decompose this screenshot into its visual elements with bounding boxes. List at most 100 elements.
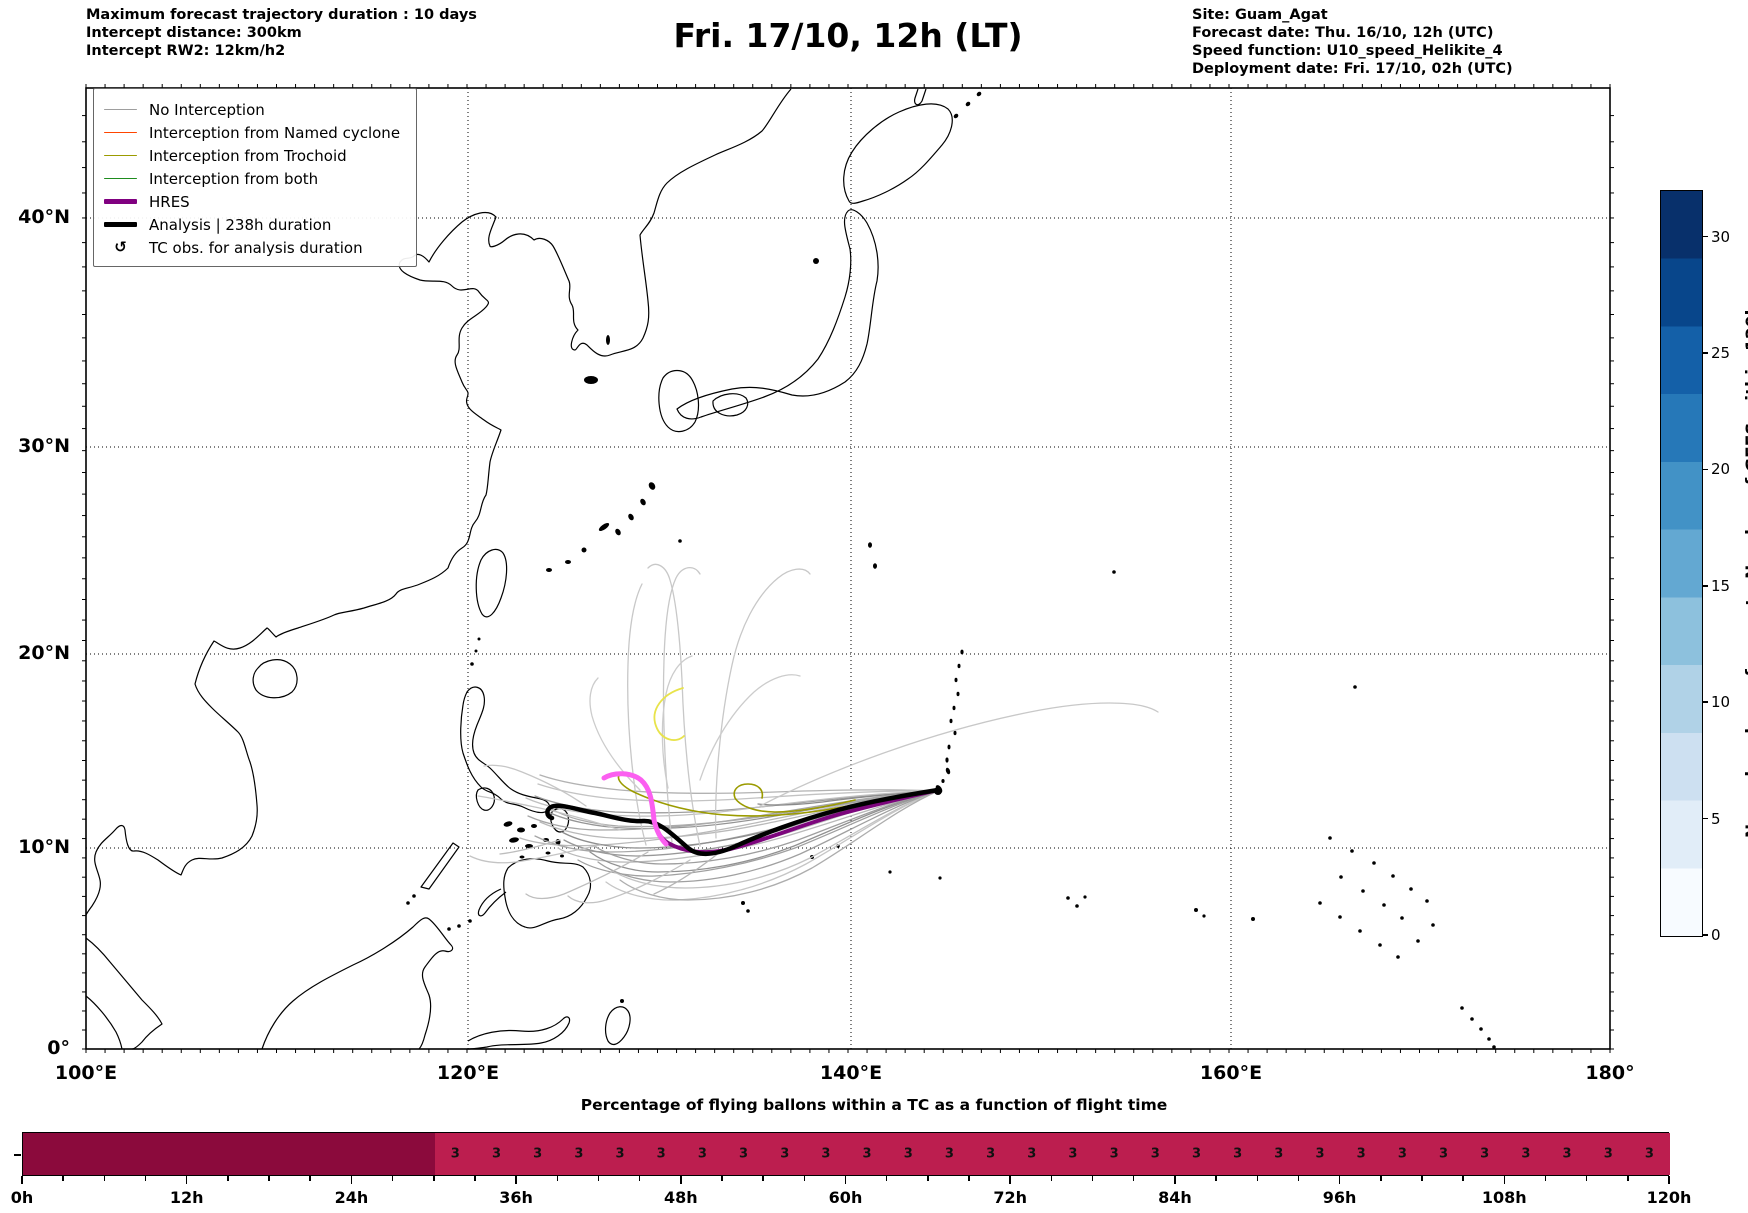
bar-axis-tick-label: 0h [10, 1188, 34, 1207]
colorbar-tick-label: 15 [1711, 576, 1731, 595]
bar-bin-value: 3 [903, 1146, 913, 1162]
bar-axis-tick [433, 1176, 435, 1181]
bar-bin-value: 3 [1562, 1146, 1572, 1162]
legend-line [104, 131, 137, 134]
legend-line-sample [104, 154, 137, 157]
colorbar-tick-label: 30 [1711, 227, 1731, 246]
bar-bin-value: 3 [574, 1146, 584, 1162]
bar-axis-tick [1050, 1176, 1053, 1181]
bar-axis-tick [1585, 1176, 1588, 1181]
bottom-bar-ytick [14, 1154, 21, 1156]
launch-origin-marker [934, 787, 942, 795]
bar-axis-tick [1380, 1176, 1382, 1181]
legend-line-sample [104, 177, 137, 180]
map-xtick-label: 100°E [54, 1062, 118, 1084]
trajectory [597, 790, 939, 883]
bottom-chart-title: Percentage of flying ballons within a TC… [580, 1096, 1168, 1114]
bar-bin-value: 3 [615, 1146, 625, 1162]
bar-axis-tick [1174, 1176, 1176, 1184]
bar-bin-value: 3 [986, 1146, 996, 1162]
bar-axis-tick-label: 24h [334, 1188, 369, 1207]
trajectory [539, 774, 939, 794]
bar-bin-value: 3 [1027, 1146, 1037, 1162]
bar-axis-tick [391, 1176, 394, 1181]
colorbar-tick-label: 10 [1711, 693, 1731, 712]
bar-axis-tick [1132, 1176, 1135, 1181]
trajectory [653, 851, 721, 895]
bar-axis-tick [1338, 1176, 1341, 1184]
colorbar-tick-label: 5 [1711, 809, 1721, 828]
colorbar-tick [1702, 817, 1708, 820]
legend-item: HRES [104, 190, 406, 213]
bar-axis-tick [21, 1176, 23, 1184]
bar-axis-tick [1009, 1176, 1011, 1184]
trajectory [601, 771, 669, 847]
bar-axis-tick [227, 1176, 229, 1181]
bar-axis-tick-label: 48h [663, 1188, 698, 1207]
trajectory [593, 790, 939, 865]
bar-bin-value: 3 [1603, 1146, 1613, 1162]
trajectory [567, 859, 691, 904]
bottom-bar: 3 3 3 3 3 3 3 3 3 3 3 3 3 3 3 3 3 3 3 3 3 3 3 3 3 3 3 3 3 3 [22, 1132, 1670, 1176]
trajectory [619, 790, 939, 901]
bar-bin-value: 3 [1439, 1146, 1449, 1162]
map-ytick-label: 10°N [18, 836, 70, 858]
bar-bin-value: 3 [1109, 1146, 1119, 1162]
bar-axis-tick-label: 120h [1646, 1188, 1692, 1207]
colorbar-tick-label: 20 [1711, 460, 1731, 479]
map-xtick-label: 140°E [819, 1062, 883, 1084]
bar-axis-tick [721, 1176, 723, 1181]
tc-obs-glyph: ↺ [114, 238, 127, 256]
map-xtick-label: 180° [1585, 1062, 1635, 1084]
legend-line [104, 177, 137, 180]
map-xtick-label: 160°E [1199, 1062, 1263, 1084]
bar-axis-tick [927, 1176, 929, 1181]
page-title: Fri. 17/10, 12h (LT) [673, 16, 1023, 55]
legend-line [104, 108, 137, 111]
legend-item-label: TC obs. for analysis duration [149, 238, 363, 257]
legend-item-label: No Interception [149, 100, 265, 119]
bar-bin-value: 3 [1191, 1146, 1202, 1162]
trajectory [605, 790, 939, 901]
map-ytick-label: 40°N [18, 206, 70, 228]
trajectory [627, 583, 647, 846]
bar-axis-tick-label: 12h [169, 1188, 204, 1207]
trajectory [647, 563, 701, 847]
trajectory [714, 568, 811, 839]
bar-axis-tick [350, 1176, 353, 1184]
bar-segment [23, 1133, 435, 1175]
colorbar-tick [1702, 701, 1708, 703]
bar-segment: 3 3 3 3 3 3 3 3 3 3 3 3 3 3 3 3 3 3 3 3 3 3 3 3 3 3 3 3 3 3 [434, 1133, 1670, 1175]
legend-item: Interception from Trochoid [104, 144, 406, 167]
legend-line-sample [104, 131, 137, 134]
bar-bin-value: 3 [739, 1146, 749, 1162]
bar-bin-value: 3 [1356, 1146, 1366, 1162]
bar-axis-tick [62, 1176, 64, 1181]
bar-axis-tick [1421, 1176, 1423, 1181]
trajectory [483, 764, 587, 807]
trajectory [699, 674, 801, 781]
map-ytick-label: 30°N [18, 435, 70, 457]
bar-axis-tick [597, 1176, 600, 1181]
bar-axis-tick [638, 1176, 641, 1181]
legend-line [104, 222, 137, 227]
bar-axis-tick [474, 1176, 476, 1181]
bar-bin-value: 3 [1150, 1146, 1160, 1162]
bar-bin-value: 3 [656, 1146, 666, 1162]
colorbar-tick [1702, 352, 1708, 354]
bar-axis-tick [1256, 1176, 1258, 1181]
legend-line [104, 199, 137, 204]
colorbar-tick [1702, 585, 1708, 587]
bar-bin-value: 3 [1315, 1146, 1325, 1162]
bar-axis-tick [1462, 1176, 1464, 1181]
bar-axis-tick [762, 1176, 764, 1181]
bar-axis-tick-label: 108h [1481, 1188, 1527, 1207]
legend-item-label: Interception from Named cyclone [149, 123, 401, 142]
map-ytick-label: 0° [47, 1037, 70, 1059]
grid-lines [86, 88, 1610, 1049]
trajectory-lines [469, 563, 1159, 904]
bar-bin-value: 3 [1480, 1146, 1490, 1162]
bar-axis-tick [1215, 1176, 1217, 1181]
bar-bin-value: 3 [697, 1146, 707, 1162]
